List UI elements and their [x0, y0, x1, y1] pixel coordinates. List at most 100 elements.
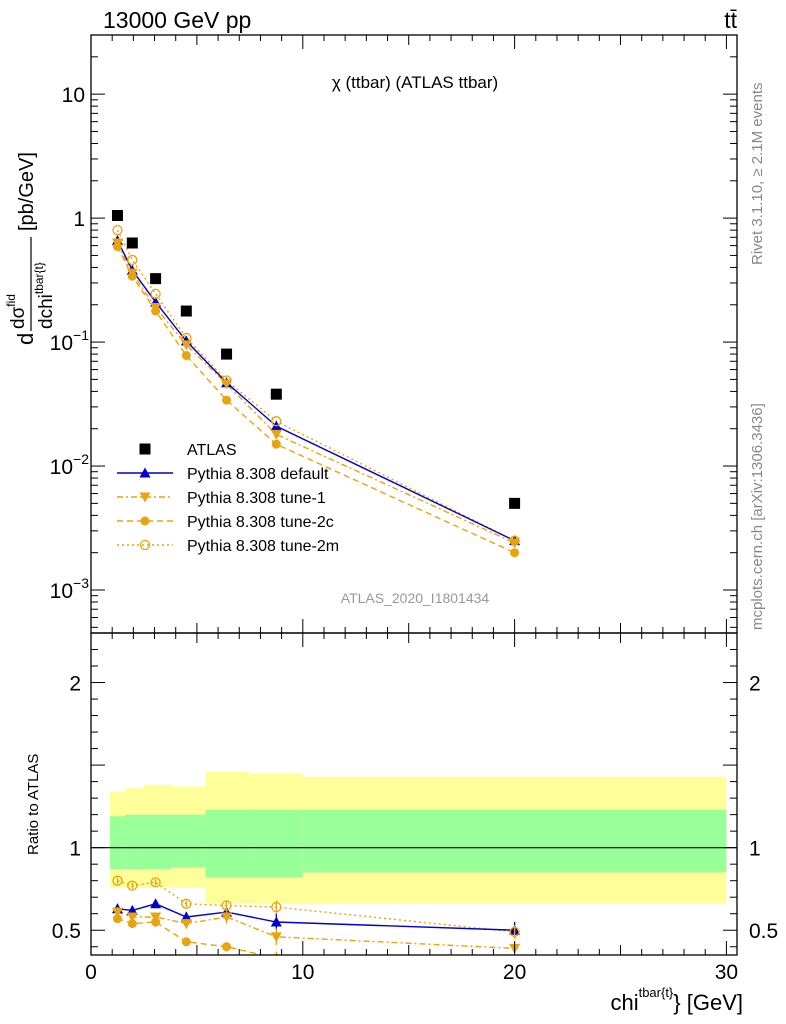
data-point [270, 388, 282, 400]
y-tick-label-exp: −2 [73, 451, 89, 467]
data-point [509, 497, 521, 509]
ratio-y-tick-label-right: 1 [749, 838, 761, 861]
y-tick-label: 10−1 [50, 327, 90, 355]
y-tick-label-base: 10 [50, 456, 73, 479]
ratio-content [91, 771, 737, 955]
y-tick-label: 10−3 [50, 575, 90, 603]
ratio-point [112, 914, 122, 924]
data-point [180, 305, 192, 317]
data-point [111, 209, 123, 221]
legend-marker [139, 539, 151, 551]
data-point [127, 271, 137, 281]
ratio-point [270, 916, 282, 927]
ratio-point [112, 875, 123, 886]
ratio-y-tick-label: 1 [69, 838, 81, 861]
uncertainty-band-inner [171, 814, 206, 868]
ratio-point [150, 898, 162, 909]
data-point [127, 254, 138, 266]
main-ylabel-d: d [13, 333, 38, 345]
main-ylabel-num-sup: fid [4, 294, 18, 307]
x-tick-label: 30 [715, 961, 738, 984]
data-point [510, 548, 520, 558]
data-point [509, 535, 520, 546]
data-point [271, 439, 281, 449]
ratio-xlabel-main: chi [610, 990, 638, 1015]
legend-marker [139, 492, 151, 503]
ratio-y-tick-label: 2 [69, 673, 81, 696]
data-point [180, 340, 192, 351]
main-ylabel-den: dchi [36, 294, 57, 329]
data-point [221, 375, 232, 386]
main-ylabel-den-sup: tbar{t} [32, 262, 46, 294]
uncertainty-band-inner [302, 809, 727, 873]
ratio-point [127, 919, 137, 929]
data-point [271, 416, 282, 427]
data-point [222, 395, 232, 405]
rivet-label: Rivet 3.1.10, ≥ 2.1M events [749, 83, 766, 266]
data-point [112, 224, 123, 236]
y-tick-label-exp: −1 [73, 327, 89, 343]
x-tick-label: 20 [503, 961, 526, 984]
ratio-point [222, 942, 232, 952]
data-point [509, 538, 521, 549]
ratio-y-tick-label-right: 2 [749, 673, 761, 696]
ratio-xlabel-tail: } [GeV] [673, 990, 743, 1015]
data-point [181, 332, 192, 344]
ratio-point [181, 898, 192, 909]
legend-label: Pythia 8.308 tune-2m [187, 538, 339, 555]
mcplots-label: mcplots.cern.ch [arXiv:1306.3436] [749, 403, 766, 630]
main-ylabel-unit: [pb/GeV] [16, 152, 38, 231]
ratio-point [126, 904, 138, 915]
legend-label: Pythia 8.308 default [187, 466, 329, 483]
main-ticks [90, 34, 737, 633]
ratio-y-tick-label: 0.5 [52, 920, 81, 943]
data-point [270, 429, 282, 440]
legend-label: Pythia 8.308 tune-1 [187, 490, 326, 507]
data-point [126, 237, 138, 249]
data-point [221, 348, 233, 360]
legend-label: Pythia 8.308 tune-2c [187, 514, 334, 531]
ratio-point [181, 937, 191, 947]
y-tick-label-base: 1 [73, 208, 85, 231]
legend-marker [139, 443, 151, 455]
x-tick-label: 0 [85, 961, 97, 984]
uncertainty-band-inner [110, 816, 125, 870]
y-tick-label-base: 10 [62, 84, 85, 107]
ratio-point [180, 911, 192, 922]
main-ylabel-num: dσ [8, 306, 29, 329]
data-point [112, 242, 122, 252]
ratio-series-line [117, 911, 515, 950]
svg-text:dchitbar{t}: dchitbar{t} [32, 262, 57, 329]
ratio-point [126, 912, 138, 923]
ratio-point [180, 919, 192, 930]
ratio-point [150, 877, 161, 888]
header-right: tt̄ [724, 7, 737, 33]
ratio-point [270, 932, 282, 943]
ratio-point [151, 917, 161, 927]
ratio-point [509, 926, 520, 938]
ratio-y-tick-label-right: 0.5 [749, 920, 778, 943]
ratio-point [221, 912, 233, 923]
main-series [111, 209, 521, 558]
uncertainty-band-inner [124, 814, 144, 870]
ratio-point [127, 880, 138, 891]
ratio-frame [90, 632, 738, 956]
analysis-watermark: ATLAS_2020_I1801434 [341, 590, 490, 606]
legend-marker [140, 516, 150, 526]
x-tick-label: 10 [291, 961, 314, 984]
data-point [150, 273, 162, 285]
y-tick-label: 10−2 [50, 451, 90, 479]
header-left: 13000 GeV pp [103, 7, 251, 33]
data-point [181, 350, 191, 360]
plot-title: χ (ttbar) (ATLAS ttbar) [332, 73, 498, 92]
svg-text:d: d [13, 333, 38, 345]
uncertainty-band-inner [249, 809, 303, 878]
ratio-point [221, 900, 232, 911]
ratio-ylabel: Ratio to ATLAS [25, 754, 42, 855]
ratio-xlabel-sup: tbar{t} [639, 985, 674, 1000]
data-point [151, 306, 161, 316]
main-ylabel: d dσfid dchitbar{t} [pb/GeV] [4, 152, 57, 345]
y-tick-label: 1 [73, 208, 85, 231]
legend-label: ATLAS [187, 442, 237, 459]
